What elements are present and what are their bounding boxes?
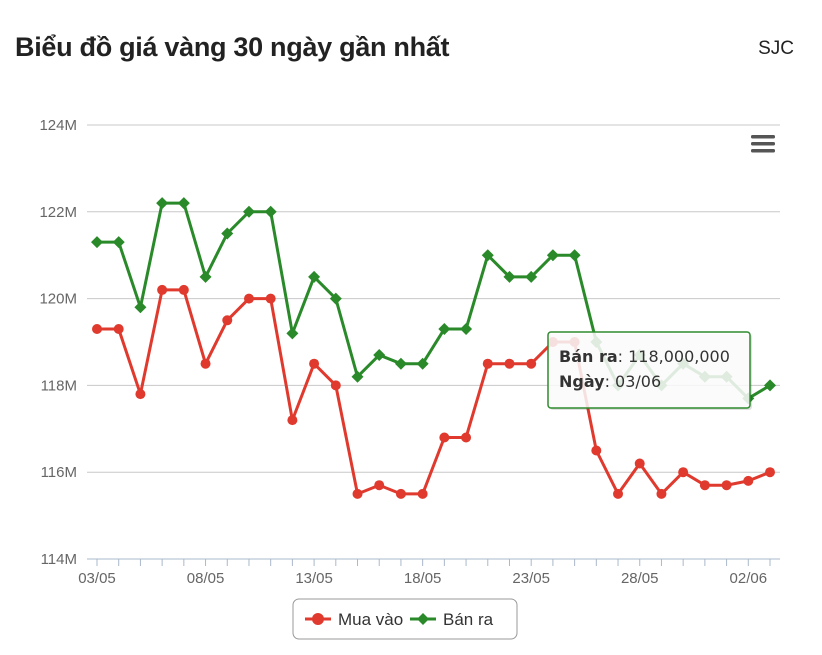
chart-header: Biểu đồ giá vàng 30 ngày gần nhất SJC [0, 0, 822, 90]
data-point [286, 327, 299, 340]
data-point [417, 488, 428, 499]
legend-label: Mua vào [338, 610, 403, 629]
x-tick-label: 28/05 [621, 570, 659, 587]
data-point [765, 467, 775, 478]
grid-lines [87, 124, 780, 473]
data-point [699, 480, 710, 491]
x-tick-label: 13/05 [295, 570, 333, 587]
data-point [112, 236, 125, 249]
series-0 [92, 284, 775, 499]
x-tick-label: 02/06 [730, 570, 768, 587]
data-point [481, 249, 494, 262]
y-tick-label: 116M [41, 464, 77, 481]
data-point [308, 270, 321, 283]
data-point [634, 458, 645, 469]
y-tick-label: 118M [41, 377, 77, 394]
data-point [134, 301, 147, 314]
axes: 114M 116M 118M 120M 122M 124M 03/05 08/05 13/05 1… [39, 117, 780, 587]
data-point [200, 358, 211, 369]
tooltip-date: : 03/06 [605, 372, 662, 391]
legend-item-1[interactable]: Bán ra [410, 610, 494, 629]
data-point [177, 197, 190, 210]
data-point [503, 270, 516, 283]
tooltip-box [547, 331, 751, 409]
data-point [482, 358, 493, 369]
data-point [91, 236, 103, 249]
data-point [460, 322, 473, 335]
source-label: SJC [758, 38, 794, 59]
data-point [439, 432, 450, 443]
y-tick-label: 120M [39, 291, 77, 308]
tooltip-line-2: Ngày: 03/06 [559, 372, 661, 391]
x-tick-label: 08/05 [187, 570, 225, 587]
data-point [416, 357, 429, 370]
data-point [221, 227, 234, 240]
data-point [135, 389, 146, 400]
x-tick-label: 18/05 [404, 570, 442, 587]
data-point [351, 370, 364, 383]
data-point [92, 323, 102, 334]
legend-marker [312, 613, 324, 625]
data-point [222, 315, 233, 326]
data-point [330, 380, 341, 391]
chart-title: Biểu đồ giá vàng 30 ngày gần nhất [15, 32, 450, 62]
data-point [264, 205, 277, 218]
data-point [374, 480, 385, 491]
data-point [504, 358, 515, 369]
tooltip: Bán ra: 118,000,000 Ngày: 03/06 [547, 331, 752, 410]
y-tick-label: 122M [39, 204, 77, 221]
data-point [526, 358, 537, 369]
tooltip-series-label: Bán ra [559, 347, 618, 366]
data-point [764, 379, 776, 392]
data-point [157, 284, 168, 295]
legend: Mua vào Bán ra [292, 598, 518, 640]
data-point [265, 293, 276, 304]
legend-box [292, 598, 518, 640]
data-point [395, 488, 406, 499]
data-point [156, 197, 169, 210]
data-point [461, 432, 472, 443]
data-point [743, 475, 754, 486]
chart-container: 114M 116M 118M 120M 122M 124M 03/05 08/05 13/05 1… [0, 90, 822, 655]
legend-item-0[interactable]: Mua vào [305, 610, 403, 629]
data-point [243, 293, 254, 304]
data-point [199, 270, 212, 283]
data-point [546, 249, 559, 262]
data-point [242, 205, 255, 218]
data-point [329, 292, 342, 305]
data-point [568, 249, 581, 262]
tooltip-value: : 118,000,000 [618, 347, 730, 366]
data-point [721, 480, 732, 491]
data-point [352, 488, 363, 499]
data-point [178, 284, 189, 295]
x-tick-label: 23/05 [512, 570, 550, 587]
data-point [287, 415, 298, 426]
data-point [591, 445, 602, 456]
legend-label: Bán ra [443, 610, 494, 629]
y-tick-label: 114M [41, 551, 77, 568]
tooltip-line-1: Bán ra: 118,000,000 [559, 347, 730, 366]
data-point [373, 349, 386, 362]
data-point [394, 357, 407, 370]
legend-marker [417, 613, 429, 625]
series-line [97, 288, 771, 496]
data-point [613, 488, 624, 499]
data-point [678, 467, 689, 478]
x-tick-label: 03/05 [78, 570, 116, 587]
data-point [309, 358, 320, 369]
data-point [438, 322, 451, 335]
data-point [656, 488, 667, 499]
y-tick-label: 124M [39, 117, 77, 134]
tooltip-date-label: Ngày [559, 372, 605, 391]
price-line-chart: 114M 116M 118M 120M 122M 124M 03/05 08/05 13/05 1… [39, 117, 780, 640]
data-point [113, 323, 124, 334]
data-point [525, 270, 538, 283]
hamburger-menu-icon[interactable] [748, 133, 778, 157]
